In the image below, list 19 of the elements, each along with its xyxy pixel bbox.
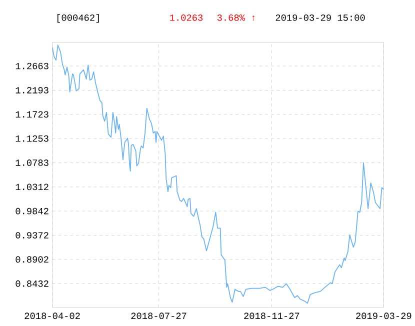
- y-tick-label: 0.9842: [16, 208, 48, 214]
- x-tick-label: 2018-11-27: [244, 312, 300, 319]
- x-tick-label: 2018-04-02: [24, 312, 80, 319]
- y-tick-label: 1.1253: [16, 135, 48, 142]
- text: 3.68% ↑: [217, 14, 255, 21]
- y-tick-label: 0.9372: [16, 232, 48, 238]
- y-tick-label: 0.8902: [16, 256, 48, 262]
- text: 2019-03-29 15:00: [276, 14, 365, 21]
- chart-title: [000462]: [57, 14, 99, 23]
- y-tick-label: 0.8432: [16, 280, 48, 287]
- text: 1.0263: [170, 14, 203, 21]
- x-tick-label: 2019-03-29: [356, 312, 412, 319]
- y-tick-label: 1.2663: [16, 62, 48, 70]
- y-tick-label: 1.2193: [16, 86, 48, 94]
- y-tick-label: 1.1723: [16, 111, 48, 118]
- y-tick-label: 1.0312: [16, 184, 48, 190]
- x-tick-label: 2018-07-27: [131, 312, 186, 319]
- line-series: [52, 44, 384, 304]
- y-tick-label: 1.0783: [16, 159, 48, 166]
